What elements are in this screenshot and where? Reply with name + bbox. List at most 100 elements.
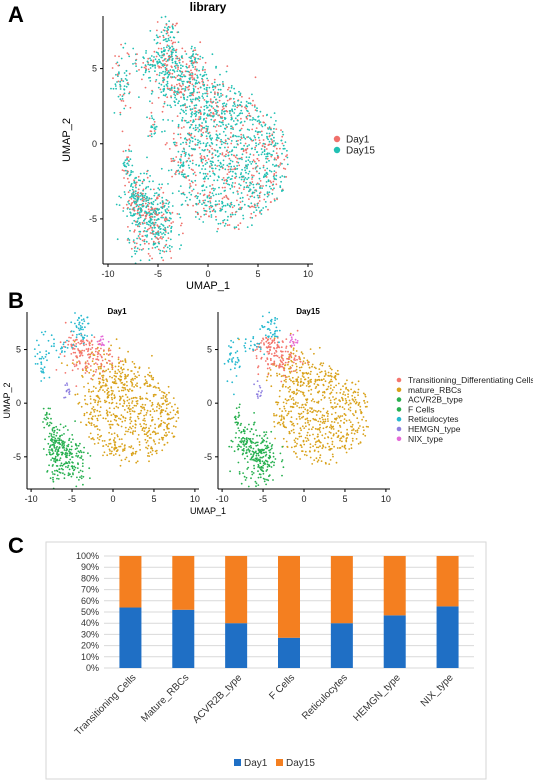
- cell-point: [290, 352, 293, 355]
- cell-point: [183, 98, 186, 100]
- cell-point: [248, 156, 251, 159]
- cell-point: [58, 356, 60, 359]
- cell-point: [191, 62, 194, 64]
- cell-point: [142, 222, 144, 225]
- cell-point: [347, 403, 350, 406]
- cell-point: [232, 105, 235, 107]
- cell-point: [162, 397, 165, 399]
- cell-point: [258, 458, 261, 461]
- cell-point: [126, 396, 129, 399]
- cell-point: [189, 77, 192, 79]
- cell-point: [273, 177, 276, 180]
- cell-point: [129, 388, 131, 391]
- cell-point: [251, 128, 254, 131]
- cell-point: [266, 358, 269, 361]
- cell-point: [273, 165, 276, 168]
- cell-point: [51, 471, 54, 473]
- cell-point: [193, 56, 196, 59]
- cell-point: [310, 393, 312, 395]
- cell-point: [257, 476, 260, 479]
- cell-point: [42, 333, 45, 336]
- cell-point: [209, 98, 212, 101]
- cell-point: [132, 425, 134, 428]
- cell-point: [151, 257, 154, 260]
- cell-point: [274, 142, 277, 145]
- cell-point: [276, 318, 279, 320]
- cell-point: [131, 385, 134, 387]
- cell-point: [217, 88, 220, 91]
- cell-point: [212, 187, 215, 190]
- cell-point: [274, 317, 276, 319]
- cell-point: [162, 50, 165, 53]
- cell-point: [227, 168, 230, 171]
- cell-point: [148, 259, 151, 261]
- cell-point: [292, 380, 295, 383]
- cell-point: [282, 144, 285, 147]
- cell-point: [258, 172, 261, 175]
- cell-point: [130, 389, 133, 392]
- cell-point: [312, 426, 314, 429]
- cell-point: [305, 385, 308, 387]
- cell-point: [176, 57, 179, 60]
- cell-point: [133, 410, 136, 413]
- cell-point: [55, 439, 58, 442]
- cell-point: [124, 458, 127, 461]
- cell-point: [88, 371, 91, 374]
- cell-point: [127, 226, 129, 228]
- cell-point: [61, 453, 63, 456]
- cell-point: [80, 451, 83, 454]
- cell-point: [266, 155, 269, 158]
- cell-point: [221, 121, 224, 124]
- cell-point: [230, 178, 233, 180]
- cell-point: [122, 150, 125, 153]
- cell-point: [144, 404, 147, 406]
- cell-point: [82, 338, 84, 341]
- cell-point: [325, 411, 328, 414]
- cell-point: [161, 54, 164, 57]
- cell-point: [202, 131, 205, 134]
- cell-point: [287, 361, 290, 364]
- cell-point: [144, 187, 147, 190]
- cell-point: [52, 457, 55, 460]
- cell-point: [313, 459, 316, 461]
- cell-point: [97, 367, 100, 370]
- cell-point: [275, 414, 278, 416]
- cell-point: [164, 229, 167, 232]
- cell-point: [238, 366, 241, 369]
- cell-point: [221, 178, 224, 181]
- cell-point: [236, 199, 238, 202]
- cell-point: [55, 448, 57, 451]
- cell-point: [86, 370, 88, 373]
- cell-point: [240, 137, 243, 140]
- cell-point: [109, 438, 112, 441]
- cell-point: [150, 59, 153, 62]
- cell-point: [215, 218, 218, 221]
- cell-point: [212, 208, 215, 211]
- cell-point: [316, 383, 319, 386]
- cell-point: [255, 142, 257, 145]
- cell-point: [162, 409, 165, 411]
- cell-point: [148, 180, 151, 183]
- cell-point: [236, 115, 239, 117]
- cell-point: [302, 406, 305, 409]
- cell-point: [278, 366, 280, 369]
- cell-point: [59, 464, 62, 467]
- cell-point: [213, 173, 216, 176]
- cell-point: [197, 202, 200, 205]
- cell-point: [241, 95, 243, 98]
- cell-point: [290, 336, 293, 339]
- cell-point: [278, 407, 281, 410]
- cell-point: [261, 390, 263, 392]
- cell-point: [179, 105, 182, 107]
- cell-point: [321, 394, 324, 397]
- cell-point: [253, 383, 256, 386]
- cell-point: [245, 151, 248, 154]
- cell-point: [117, 386, 119, 389]
- cell-point: [75, 364, 78, 367]
- cell-point: [143, 196, 146, 199]
- cell-point: [143, 408, 146, 411]
- cell-point: [265, 172, 268, 175]
- cell-point: [216, 91, 219, 94]
- cell-point: [156, 197, 158, 200]
- cell-point: [302, 373, 304, 375]
